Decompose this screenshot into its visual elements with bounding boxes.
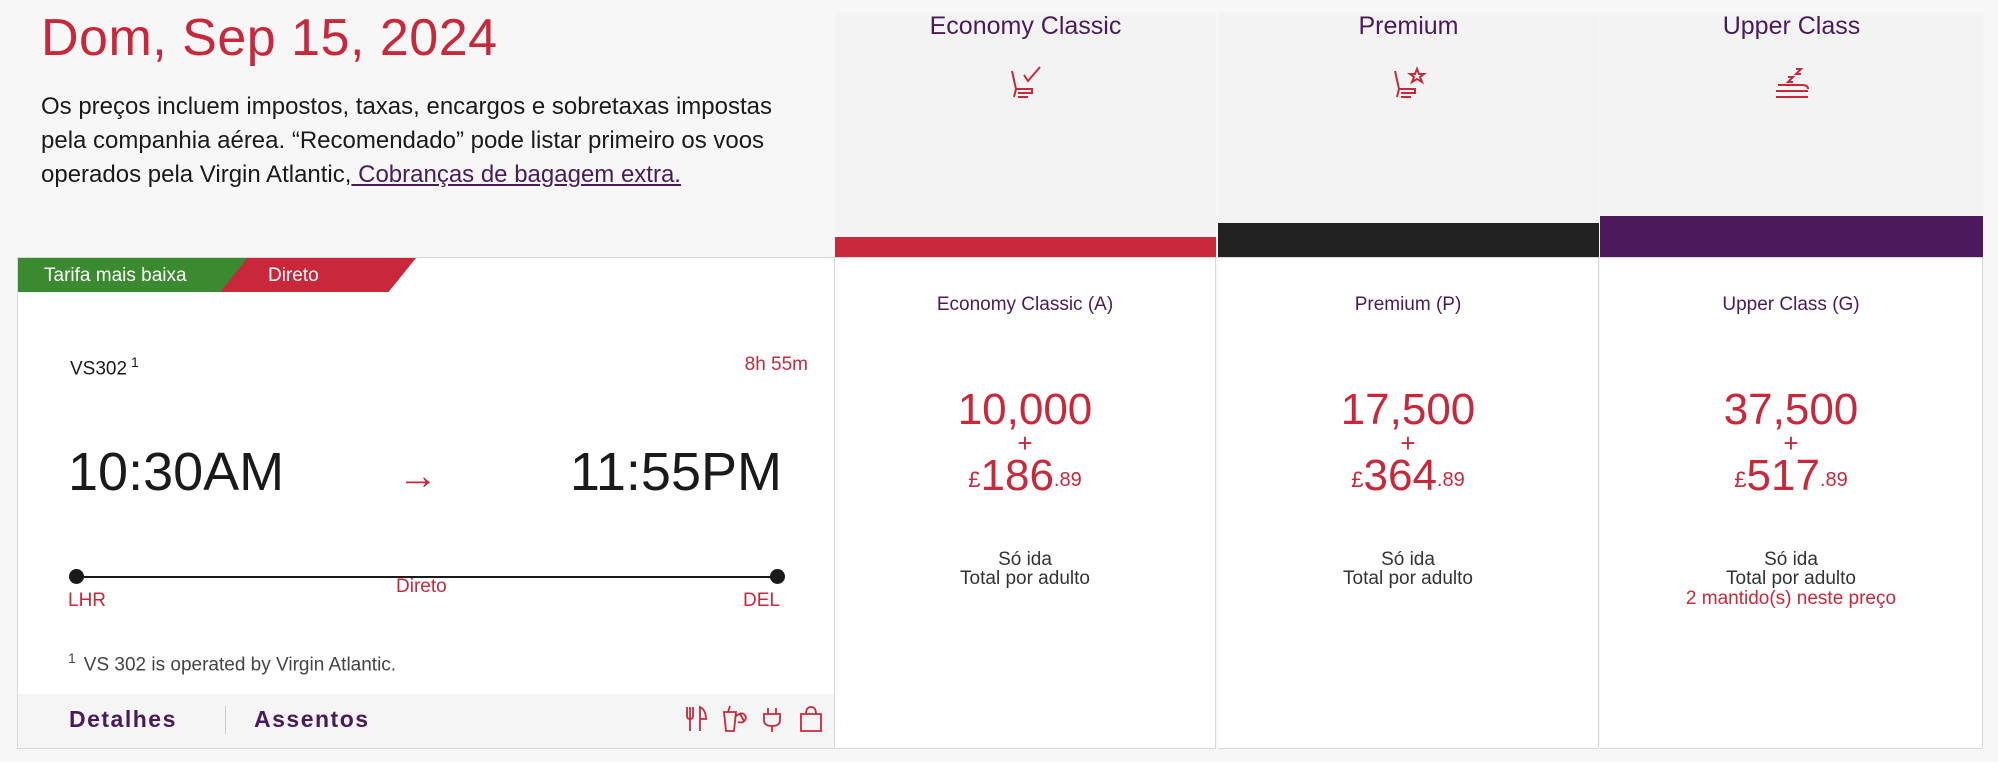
fare-premium[interactable]: Premium (P) 17,500 + £364.89 Só ida Tota… xyxy=(1218,257,1599,749)
origin-dot xyxy=(69,569,84,584)
cabin-color-bar xyxy=(1600,216,1983,257)
flight-number-footnote: 1 xyxy=(131,354,139,370)
fare-points: 37,500 xyxy=(1723,385,1859,434)
cabin-color-bar xyxy=(835,237,1216,257)
fare-trip: Só ida xyxy=(998,549,1052,570)
destination-dot xyxy=(770,569,785,584)
route-line xyxy=(76,576,778,578)
page-title: Dom, Sep 15, 2024 xyxy=(41,9,498,67)
destination-airport: DEL xyxy=(743,590,780,611)
flight-duration: 8h 55m xyxy=(744,354,808,375)
seats-tab[interactable]: Assentos xyxy=(254,706,370,732)
flight-badges: Tarifa mais baixa Direto xyxy=(18,258,416,292)
fare-points: 10,000 xyxy=(957,385,1093,434)
cabin-name: Economy Classic xyxy=(929,12,1122,40)
price-notice: Os preços incluem impostos, taxas, encar… xyxy=(41,90,781,192)
cabin-header-premium: Premium xyxy=(1218,12,1599,257)
operator-footnote: 1 VS 302 is operated by Virgin Atlantic. xyxy=(68,650,396,676)
footnote-mark: 1 xyxy=(68,650,76,666)
drink-icon xyxy=(723,705,747,732)
fare-name: Upper Class (G) xyxy=(1722,294,1860,315)
lowest-fare-badge: Tarifa mais baixa xyxy=(18,258,248,292)
route-type: Direto xyxy=(396,576,447,597)
direct-badge: Direto xyxy=(220,258,416,292)
fare-economy[interactable]: Economy Classic (A) 10,000 + £186.89 Só … xyxy=(835,257,1216,749)
details-tab[interactable]: Detalhes xyxy=(69,706,177,732)
cabin-header-economy: Economy Classic xyxy=(835,12,1216,257)
fare-points: 17,500 xyxy=(1340,385,1476,434)
price-notice-text: Os preços incluem impostos, taxas, encar… xyxy=(41,93,772,188)
fare-availability-warning: 2 mantido(s) neste preço xyxy=(1685,588,1897,609)
cabin-name: Upper Class xyxy=(1722,12,1861,40)
fare-currency: £ xyxy=(1351,467,1364,492)
fare-cash: £364.89 xyxy=(1218,454,1598,498)
departure-time: 10:30AM xyxy=(68,442,285,502)
arrival-time: 11:55PM xyxy=(569,442,782,502)
fare-per-adult: Total por adulto xyxy=(1343,568,1473,589)
fare-trip: Só ida xyxy=(1764,549,1818,570)
fare-upper[interactable]: Upper Class (G) 37,500 + £517.89 Só ida … xyxy=(1600,257,1983,749)
fare-pounds: 186 xyxy=(980,451,1054,500)
tab-divider xyxy=(225,706,226,734)
card-footer: Detalhes Assentos xyxy=(18,694,834,748)
seat-star-icon xyxy=(1393,66,1427,98)
cabin-header-upper: Upper Class xyxy=(1600,12,1983,257)
cabin-name: Premium xyxy=(1358,12,1459,40)
fare-trip: Só ida xyxy=(1381,549,1435,570)
fare-pence: .89 xyxy=(1436,469,1465,491)
fare-per-adult: Total por adulto xyxy=(1726,568,1856,589)
fare-pence: .89 xyxy=(1819,469,1848,491)
amenities xyxy=(682,704,826,734)
flight-card[interactable]: Tarifa mais baixa Direto VS302 1 8h 55m 1… xyxy=(17,257,835,749)
fare-pounds: 364 xyxy=(1363,451,1437,500)
arrow-right-icon: → xyxy=(398,454,438,498)
fare-currency: £ xyxy=(1734,467,1747,492)
cabin-color-bar xyxy=(1218,223,1599,257)
flight-number-text: VS302 xyxy=(70,358,128,380)
meal-icon xyxy=(686,705,707,731)
fare-name: Economy Classic (A) xyxy=(936,294,1114,315)
origin-airport: LHR xyxy=(68,590,107,611)
fare-pence: .89 xyxy=(1053,469,1082,491)
bag-icon xyxy=(800,706,822,732)
flat-bed-icon xyxy=(1775,68,1809,98)
fare-cash: £517.89 xyxy=(1600,454,1982,498)
fare-plus: + xyxy=(1017,428,1033,458)
fare-cash: £186.89 xyxy=(835,454,1215,498)
fare-per-adult: Total por adulto xyxy=(960,568,1090,589)
fare-plus: + xyxy=(1400,428,1416,458)
baggage-fees-link[interactable]: Cobranças de bagagem extra. xyxy=(351,161,681,188)
power-icon xyxy=(763,708,781,732)
seat-check-icon xyxy=(1010,66,1041,98)
fare-name: Premium (P) xyxy=(1354,294,1462,315)
flight-number: VS302 1 xyxy=(70,354,139,380)
fare-plus: + xyxy=(1783,428,1799,458)
fare-currency: £ xyxy=(968,467,981,492)
fare-pounds: 517 xyxy=(1746,451,1820,500)
footnote-text: VS 302 is operated by Virgin Atlantic. xyxy=(83,654,397,676)
